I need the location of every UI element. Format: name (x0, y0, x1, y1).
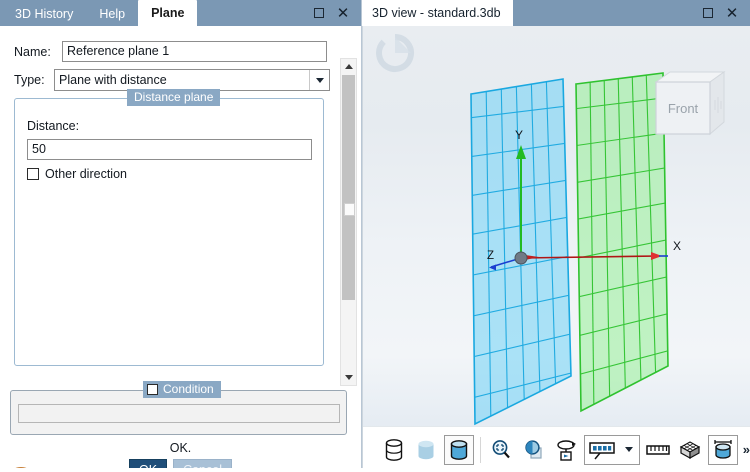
x-axis-line-red (520, 255, 660, 259)
view-maximize-button[interactable] (696, 2, 720, 24)
checkbox-icon (27, 168, 39, 180)
view-toolbar: » (363, 426, 750, 472)
type-label: Type: (14, 73, 45, 87)
type-combobox[interactable]: Plane with distance (54, 69, 330, 91)
status-text: OK. (169, 441, 192, 455)
view-cube-label-text: Front (668, 101, 699, 116)
condition-input[interactable] (18, 404, 340, 423)
other-direction-checkbox[interactable]: Other direction (27, 167, 127, 181)
distance-plane-group-title: Distance plane (127, 89, 221, 106)
rotate-play-icon (557, 439, 577, 461)
magnifier-fit-icon (492, 439, 511, 458)
render-strip-icon (589, 441, 615, 459)
scrollbar-up-button[interactable] (341, 59, 356, 74)
name-label: Name: (14, 44, 51, 59)
type-combobox-button[interactable] (309, 70, 329, 90)
tab-plane[interactable]: Plane (138, 0, 198, 26)
condition-group-title[interactable]: Condition (143, 381, 221, 398)
zoom-fit-button[interactable] (487, 435, 517, 465)
x-axis-arrow (651, 252, 662, 260)
mesh-cube-icon (680, 440, 701, 459)
close-icon: ✕ (336, 4, 350, 22)
view-title: 3D view - standard.3db (362, 0, 513, 26)
maximize-button[interactable] (307, 2, 331, 24)
plane-form: Name: Reference plane 1 Type: Plane with… (0, 26, 361, 472)
render-mode-chevron-down-icon[interactable] (625, 447, 634, 452)
section-sphere-icon (525, 439, 542, 459)
z-axis-arrow (489, 264, 496, 271)
bottom-strip (0, 468, 750, 472)
x-axis-label: X (673, 239, 681, 253)
ruler-icon (646, 444, 670, 455)
axis-system: Z X Y (487, 128, 681, 271)
dimension-cylinder-button[interactable] (708, 434, 738, 465)
close-button[interactable]: ✕ (331, 2, 355, 24)
left-window-controls: ✕ (307, 0, 361, 26)
maximize-icon (703, 8, 713, 18)
shaded-view-button[interactable] (412, 435, 442, 465)
left-panel-scrollbar[interactable] (340, 58, 357, 386)
cylinder-wireframe-icon (385, 438, 402, 461)
maximize-icon (314, 8, 324, 18)
rotate-icon[interactable] (371, 29, 419, 77)
scrollbar-down-button[interactable] (341, 370, 356, 385)
distance-input[interactable]: 50 (27, 139, 312, 160)
type-combobox-value: Plane with distance (59, 73, 167, 87)
reference-plane-1-green (575, 72, 669, 413)
chevron-down-icon (315, 77, 324, 83)
chevron-up-icon (344, 64, 353, 69)
section-button[interactable] (519, 435, 549, 465)
origin-point (514, 251, 528, 265)
dimension-cylinder-icon (714, 439, 732, 459)
left-panel-tabstrip: 3D History Help Plane ✕ (0, 0, 361, 26)
other-direction-label: Other direction (45, 167, 127, 181)
measure-button[interactable] (643, 435, 673, 465)
plane-dialog-panel: 3D History Help Plane ✕ Name: Reference … (0, 0, 362, 472)
animate-rotate-button[interactable] (552, 435, 582, 465)
tab-3d-history[interactable]: 3D History (15, 7, 74, 21)
wireframe-view-button[interactable] (379, 435, 409, 465)
chevron-down-icon (344, 375, 353, 380)
condition-group: Condition (10, 381, 347, 435)
view-close-button[interactable]: ✕ (720, 2, 744, 24)
scene-geometry: Z X Y (470, 72, 681, 426)
three-d-viewport[interactable]: Z X Y (362, 26, 750, 472)
shaded-edges-view-button[interactable] (444, 434, 474, 465)
distance-plane-group: Distance plane Distance: 50 Other direct… (14, 89, 324, 366)
scrollbar-marker (344, 203, 355, 216)
view-window-controls: ✕ (696, 0, 750, 26)
distance-label: Distance: (27, 119, 80, 133)
name-input[interactable]: Reference plane 1 (62, 41, 327, 62)
cylinder-shaded-icon (418, 440, 434, 459)
y-axis-arrow (516, 145, 526, 159)
type-row: Type: Plane with distance (14, 69, 330, 91)
toolbar-separator (479, 436, 481, 463)
tab-help[interactable]: Help (99, 7, 126, 21)
z-axis-label: Z (487, 250, 494, 262)
toolbar-overflow-button[interactable]: » (742, 442, 750, 457)
three-d-view-panel: 3D view - standard.3db ✕ (362, 0, 750, 472)
origin-red-stub (525, 255, 539, 260)
y-axis-label: Y (515, 128, 523, 142)
name-row: Name: Reference plane 1 (14, 41, 327, 62)
render-mode-combo[interactable] (584, 434, 641, 465)
condition-checkbox-icon[interactable] (147, 384, 158, 395)
view-titlebar: 3D view - standard.3db ✕ (362, 0, 750, 26)
condition-group-title-label: Condition (163, 382, 214, 396)
mesh-button[interactable] (676, 435, 706, 465)
scrollbar-thumb[interactable] (342, 75, 355, 300)
close-icon: ✕ (725, 4, 739, 22)
cylinder-shaded-edges-icon (450, 439, 468, 460)
view-cube-widget[interactable]: Front (646, 64, 738, 142)
